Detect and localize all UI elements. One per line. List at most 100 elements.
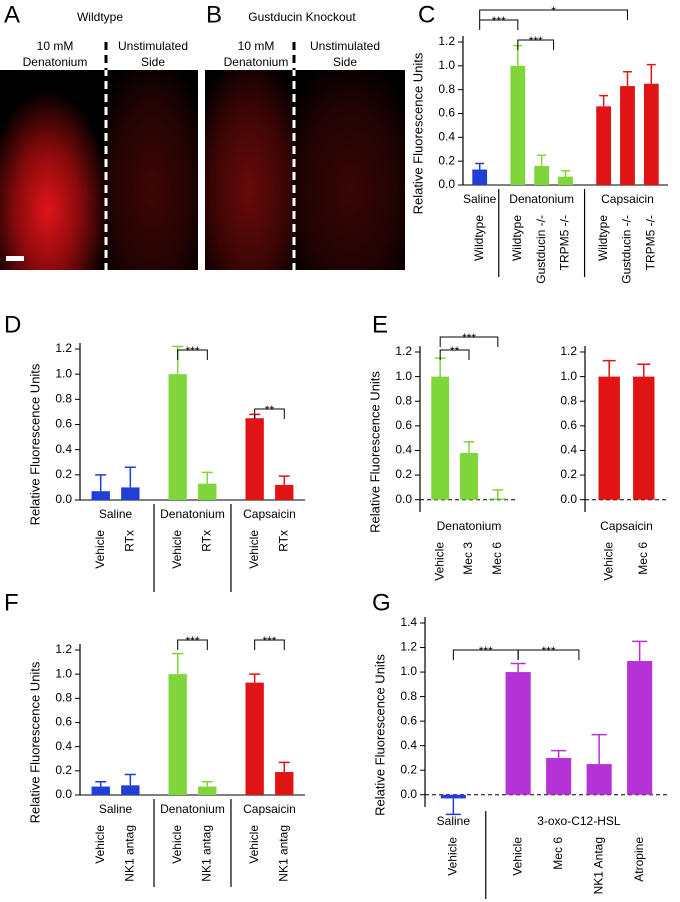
bar	[275, 484, 294, 500]
y-tick-label: 0.6	[400, 713, 417, 727]
group-label: Capsaicin	[601, 192, 654, 206]
error-bar	[201, 471, 213, 484]
error-bar	[475, 162, 485, 170]
y-tick-label: 0.2	[560, 467, 577, 481]
y-tick-label: 0.0	[400, 787, 417, 801]
bar	[534, 165, 550, 185]
bar	[472, 169, 488, 185]
bar	[620, 86, 635, 185]
group-label: Denatonium	[509, 192, 574, 206]
fluorescence	[294, 70, 405, 270]
y-tick-label: 0.2	[400, 762, 417, 776]
panel-letter: D	[4, 311, 21, 338]
y-tick-label: 0.8	[55, 691, 72, 705]
label-band	[205, 42, 405, 70]
bar	[586, 764, 612, 795]
y-tick-label: 1.0	[55, 366, 72, 380]
error-bar	[492, 489, 504, 499]
y-tick-label: 0.2	[438, 153, 455, 167]
significance-bracket	[254, 408, 285, 419]
y-axis-label: Relative Fluorescence Units	[410, 52, 425, 214]
panel-letter: C	[418, 1, 435, 28]
bar	[546, 757, 572, 795]
fluorescence	[205, 70, 294, 270]
error-bar	[201, 780, 213, 787]
significance-label: ***	[185, 634, 199, 648]
error-bar	[537, 154, 547, 166]
significance-bracket	[479, 19, 519, 30]
bar	[633, 376, 655, 500]
image-label: Side	[333, 55, 357, 69]
y-tick-label: 0.0	[438, 177, 455, 191]
x-tick-label: Vehicle	[510, 837, 524, 876]
image-label: Denatonium	[224, 55, 289, 69]
error-bar	[551, 749, 567, 758]
bar	[460, 452, 478, 500]
x-tick-label: Vehicle	[170, 825, 184, 864]
fluorescence	[106, 70, 198, 270]
y-tick-label: 0.8	[400, 689, 417, 703]
y-tick-label: 0.4	[560, 443, 577, 457]
significance-label: **	[265, 403, 275, 417]
error-bar	[591, 733, 607, 765]
y-axis-label: Relative Fluorescence Units	[27, 661, 42, 823]
group-label: Denatonium	[160, 802, 225, 816]
y-tick-label: 1.2	[55, 642, 72, 656]
error-bar	[124, 773, 136, 786]
bar	[198, 786, 217, 795]
significance-label: **	[450, 344, 460, 358]
x-tick-label: NK1 antag	[276, 825, 290, 882]
y-tick-label: 0.6	[55, 417, 72, 431]
image-label: Side	[141, 55, 165, 69]
error-bar	[434, 357, 446, 377]
y-tick-label: 1.0	[560, 369, 577, 383]
x-tick-label: Atropine	[632, 837, 646, 882]
y-tick-label: 0.6	[395, 418, 412, 432]
significance-label: ***	[542, 644, 556, 658]
y-tick-label: 0.4	[438, 130, 455, 144]
group-label: Saline	[437, 814, 471, 828]
y-tick-label: 0.8	[395, 393, 412, 407]
x-tick-label: Vehicle	[601, 542, 615, 581]
x-tick-label: Vehicle	[93, 825, 107, 864]
bar	[488, 498, 507, 500]
error-bar	[95, 780, 107, 787]
x-tick-label: Mec 6	[636, 542, 650, 575]
bar	[121, 487, 140, 500]
error-bar	[124, 466, 136, 488]
group-label: Capsaicin	[243, 802, 296, 816]
y-tick-label: 1.4	[400, 615, 417, 629]
error-bar	[602, 359, 616, 377]
significance-bracket	[254, 639, 285, 650]
error-bar	[599, 94, 609, 107]
significance-bracket	[177, 349, 208, 360]
bar	[168, 374, 187, 500]
image-panel-a: A Wildtype 10 mM Denatonium Unstimulated…	[0, 1, 198, 270]
bar	[275, 772, 294, 795]
y-tick-label: 0.4	[55, 739, 72, 753]
bar	[440, 794, 466, 799]
image-label: 10 mM	[37, 39, 74, 53]
group-label: 3-oxo-C12-HSL	[537, 814, 621, 828]
significance-bracket	[177, 639, 208, 650]
panel-letter: G	[372, 589, 391, 616]
y-tick-label: 0.2	[55, 467, 72, 481]
significance-label: ***	[262, 634, 276, 648]
group-label: Capsaicin	[243, 507, 296, 521]
x-tick-label: Vehicle	[446, 837, 460, 876]
group-label: Saline	[99, 507, 133, 521]
y-tick-label: 0.8	[438, 82, 455, 96]
x-tick-label: Vehicle	[247, 825, 261, 864]
y-tick-label: 0.0	[560, 492, 577, 506]
image-title: Gustducin Knockout	[248, 10, 356, 24]
y-tick-label: 0.6	[438, 106, 455, 120]
x-tick-label: RTx	[199, 530, 213, 552]
x-tick-label: TRPM5 -/-	[643, 215, 657, 270]
bar	[596, 106, 612, 185]
significance-bracket	[439, 349, 470, 360]
y-tick-label: 1.0	[438, 58, 455, 72]
group-label: Capsaicin	[600, 519, 653, 533]
error-bar	[249, 673, 261, 683]
y-tick-label: 0.2	[55, 763, 72, 777]
